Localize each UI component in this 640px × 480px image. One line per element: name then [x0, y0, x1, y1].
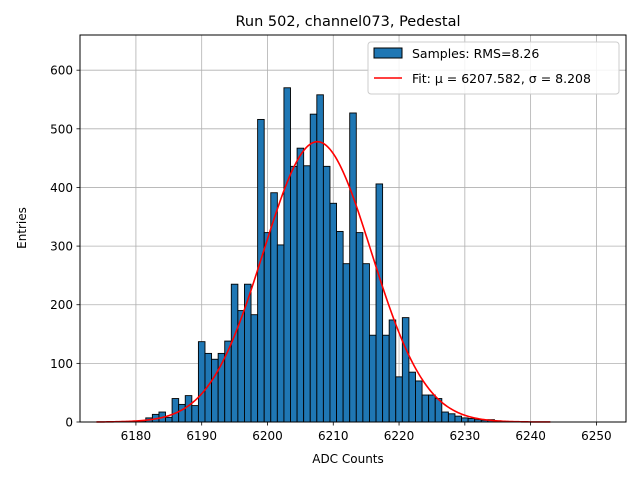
histogram-bar [237, 310, 245, 423]
histogram-bar [197, 341, 206, 423]
histogram-bar [290, 165, 298, 423]
histogram-bar [211, 358, 219, 423]
axes-frame [79, 34, 627, 423]
histogram-bar [165, 416, 173, 423]
histogram-bar [415, 380, 423, 423]
y-tick-label: 200 [50, 298, 73, 312]
histogram-bar [250, 314, 259, 423]
histogram-bar [408, 371, 416, 423]
histogram-bar [184, 395, 193, 423]
histogram-bar [401, 317, 410, 423]
histogram-bar [171, 398, 180, 423]
histogram-bar [428, 394, 436, 423]
histogram-bar [395, 376, 403, 423]
y-tick-label: 500 [50, 122, 73, 136]
histogram-bar [388, 319, 397, 423]
x-tick-label: 6190 [186, 429, 217, 443]
histogram-bar [329, 202, 338, 423]
histogram-bar [375, 183, 384, 423]
histogram-bar [349, 112, 357, 423]
histogram-bar [368, 334, 377, 423]
histogram-bar [257, 118, 265, 423]
histogram-bar [382, 334, 390, 423]
legend: Samples: RMS=8.26 Fit: μ = 6207.582, σ =… [367, 41, 620, 95]
y-tick-label: 100 [50, 357, 73, 371]
y-tick-label: 0 [65, 416, 73, 430]
legend-box [367, 41, 620, 95]
legend-fit-label: Fit: μ = 6207.582, σ = 8.208 [412, 71, 591, 86]
fit-curve-layer [96, 140, 551, 423]
y-axis-label: Entries [15, 207, 29, 249]
histogram-bar [224, 340, 232, 423]
histogram-bar [316, 94, 324, 423]
histogram-bar [441, 411, 449, 423]
histogram-bar [342, 263, 351, 423]
legend-samples-label: Samples: RMS=8.26 [412, 46, 539, 61]
histogram-bar [322, 165, 331, 423]
histogram-bar [276, 244, 285, 423]
histogram-bar [178, 403, 186, 423]
histogram-bar [191, 405, 199, 423]
x-tick-label: 6220 [384, 429, 415, 443]
gaussian-fit-curve [96, 140, 551, 423]
histogram-bar [461, 417, 469, 423]
x-tick-label: 6230 [450, 429, 481, 443]
histogram-bar [355, 232, 364, 423]
x-tick-label: 6200 [252, 429, 283, 443]
y-tick-label: 600 [50, 64, 73, 78]
histogram-bar [296, 147, 305, 423]
histogram-bar [309, 113, 318, 423]
x-tick-label: 6250 [581, 429, 612, 443]
histogram-bar [230, 283, 239, 423]
histogram-bar [336, 230, 344, 423]
histogram-bar [447, 413, 456, 423]
legend-bar-swatch [373, 47, 403, 59]
histogram-bar [263, 232, 272, 423]
histogram-bar [303, 165, 311, 423]
histogram-bar [421, 394, 430, 423]
chart-title: Run 502, channel073, Pedestal [235, 14, 460, 30]
x-axis-label: ADC Counts [312, 452, 384, 466]
y-tick-label: 400 [50, 181, 73, 195]
y-tick-label: 300 [50, 240, 73, 254]
histogram-bar [467, 418, 476, 423]
x-tick-label: 6210 [318, 429, 349, 443]
histogram-bar [283, 87, 291, 423]
axis-ticks: 6180 6190 6200 6210 6220 6230 6240 6250 0 100 200 3… [50, 64, 612, 443]
histogram-bar [454, 415, 462, 423]
histogram-bar [362, 263, 370, 423]
x-tick-label: 6180 [121, 429, 152, 443]
x-tick-label: 6240 [515, 429, 546, 443]
